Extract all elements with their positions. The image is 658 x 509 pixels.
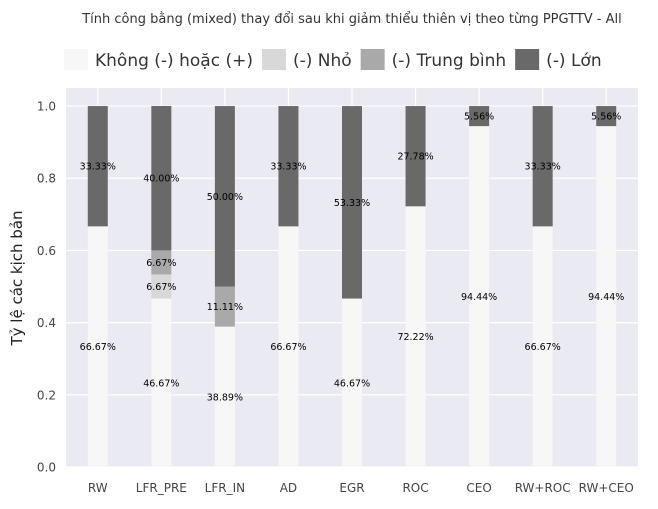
legend-item: (-) Lớn	[515, 49, 602, 71]
bar-segment	[214, 106, 235, 287]
y-tick-label: 0.8	[37, 172, 56, 186]
bar-segment	[596, 126, 617, 467]
data-label: 53.33%	[334, 198, 370, 209]
bars	[87, 106, 617, 467]
data-label: 27.78%	[397, 152, 433, 163]
data-label: 66.67%	[270, 342, 306, 353]
bar-segment	[214, 286, 235, 327]
y-tick-label: 0.2	[37, 388, 56, 402]
x-tick-label: RW	[88, 481, 108, 495]
legend-swatch	[261, 49, 286, 70]
data-label: 5.56%	[464, 112, 494, 123]
bar-segment	[151, 106, 172, 251]
bar-segment	[87, 226, 108, 467]
x-tick-label: ROC	[402, 481, 428, 495]
legend-label: Không (-) hoặc (+)	[95, 51, 253, 71]
legend-label: (-) Lớn	[546, 51, 601, 71]
chart-title: Tính công bằng (mixed) thay đổi sau khi …	[81, 12, 622, 27]
data-label: 38.89%	[207, 392, 243, 403]
bar-segment	[214, 326, 235, 467]
y-tick-label: 1.0	[37, 100, 56, 114]
x-tick-label: AD	[280, 481, 297, 495]
bar-segment	[405, 106, 426, 207]
legend-item: (-) Nhỏ	[261, 49, 352, 71]
legend-swatch	[64, 49, 88, 70]
bar-segment	[278, 226, 299, 467]
bar-segment	[532, 106, 553, 227]
bar-segment	[151, 274, 172, 299]
data-label: 33.33%	[80, 162, 116, 173]
x-tick-label: EGR	[339, 481, 364, 495]
y-tick-label: 0.4	[37, 316, 56, 330]
legend-item: (-) Trung bình	[360, 49, 506, 71]
bar-labels: 66.67% 33.33% 46.67% 6.67% 6.67% 40.00% 38.89%…	[80, 112, 625, 404]
data-label: 33.33%	[525, 162, 561, 173]
x-tick-label: CEO	[466, 481, 491, 495]
y-tick-label: 0.0	[37, 461, 56, 475]
legend-swatch	[360, 49, 385, 70]
x-tick-label: RW+CEO	[579, 481, 634, 495]
data-label: 33.33%	[270, 162, 306, 173]
legend: Không (-) hoặc (+) (-) Nhỏ (-) Trung bình (…	[64, 49, 602, 71]
x-tick-label: RW+ROC	[515, 481, 571, 495]
y-axis-label: Tỷ lệ các kịch bản	[8, 210, 26, 346]
data-label: 66.67%	[80, 342, 116, 353]
legend-label: (-) Nhỏ	[293, 51, 352, 71]
y-tick-label: 0.6	[37, 244, 56, 258]
bar-segment	[342, 298, 362, 467]
data-label: 6.67%	[146, 258, 176, 269]
bar-segment	[532, 226, 553, 467]
data-label: 5.56%	[591, 112, 621, 123]
bar-segment	[596, 106, 617, 127]
data-label: 6.67%	[146, 282, 176, 293]
data-label: 66.67%	[525, 342, 561, 353]
data-label: 40.00%	[143, 174, 179, 185]
bar-segment	[469, 126, 490, 467]
bar-segment	[278, 106, 299, 227]
bar-segment	[469, 106, 490, 127]
x-tick-label: LFR_PRE	[136, 481, 187, 495]
data-label: 46.67%	[334, 378, 370, 389]
data-label: 46.67%	[143, 378, 179, 389]
data-label: 11.11%	[207, 302, 243, 313]
data-label: 94.44%	[461, 292, 497, 303]
bar-segment	[151, 250, 172, 275]
bar-segment	[342, 106, 362, 299]
x-axis: RW LFR_PRE LFR_IN AD EGR ROC CEO RW+ROC RW+CEO	[88, 481, 634, 495]
data-label: 72.22%	[397, 332, 433, 343]
bar-segment	[87, 106, 108, 227]
data-label: 94.44%	[588, 292, 624, 303]
y-axis: 0.0 0.2 0.4 0.6 0.8 1.0	[37, 100, 56, 475]
bar-segment	[405, 206, 426, 467]
legend-item: Không (-) hoặc (+)	[64, 49, 253, 71]
x-tick-label: LFR_IN	[205, 481, 245, 495]
legend-label: (-) Trung bình	[392, 51, 506, 71]
legend-swatch	[515, 49, 540, 70]
bar-segment	[151, 298, 172, 467]
data-label: 50.00%	[207, 192, 243, 203]
